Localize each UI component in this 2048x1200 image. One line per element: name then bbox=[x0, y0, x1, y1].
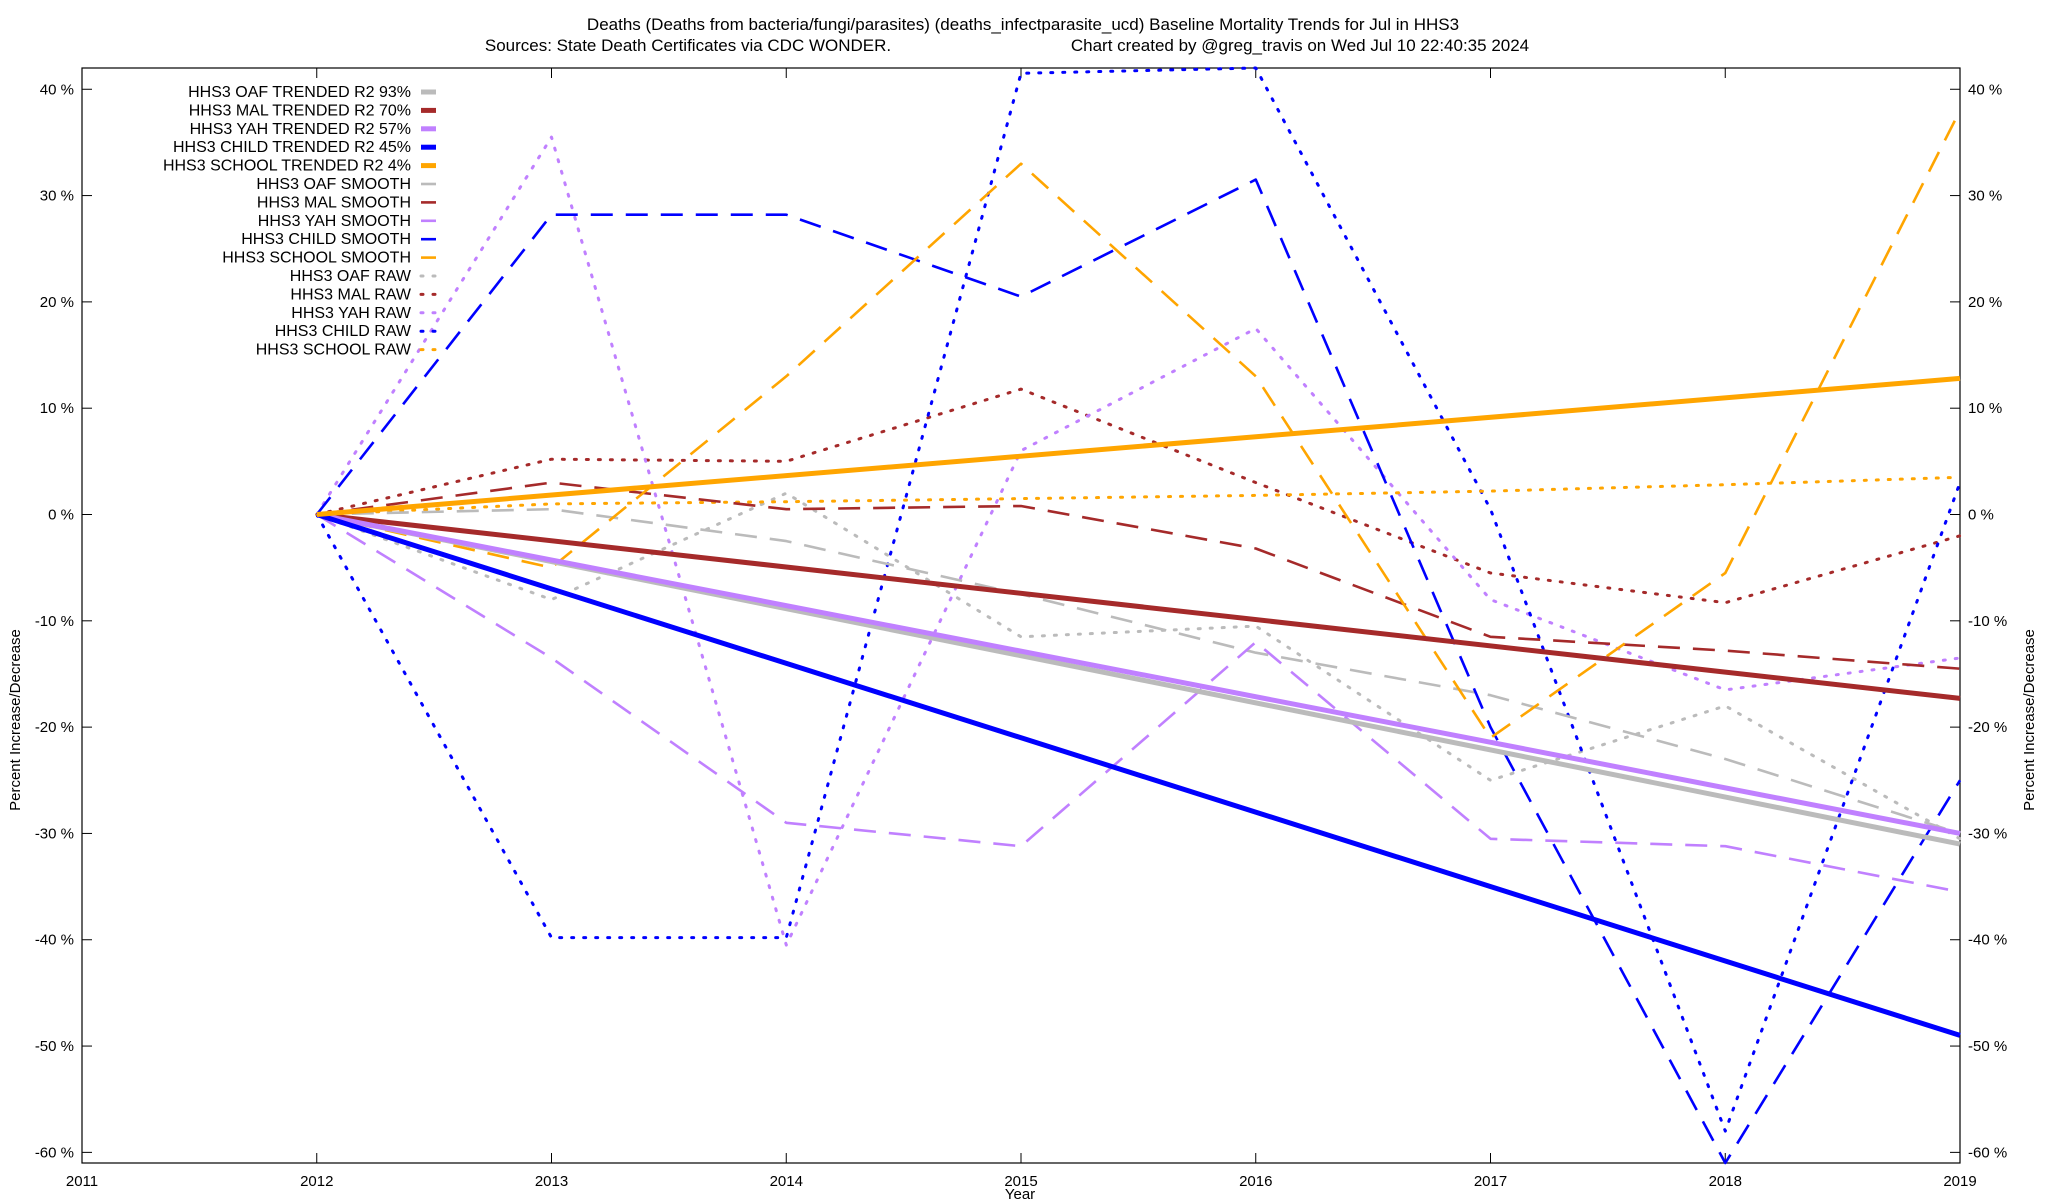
y-tick-label-left: -10 % bbox=[35, 613, 74, 630]
legend-label: HHS3 CHILD TRENDED R2 45% bbox=[173, 139, 411, 156]
x-tick-label: 2016 bbox=[1239, 1173, 1272, 1190]
y-tick-label-right: 30 % bbox=[1968, 188, 2002, 205]
series-line bbox=[316, 109, 1962, 740]
y-tick-label-right: -50 % bbox=[1968, 1038, 2007, 1055]
legend-label: HHS3 YAH RAW bbox=[291, 305, 412, 322]
x-tick-label: 2011 bbox=[66, 1173, 98, 1190]
legend-label: HHS3 SCHOOL TRENDED R2 4% bbox=[163, 158, 411, 175]
y-tick-label-left: -50 % bbox=[35, 1038, 74, 1055]
x-tick-label: 2015 bbox=[1004, 1173, 1037, 1190]
y-tick-label-right: -30 % bbox=[1968, 825, 2007, 842]
legend-label: HHS3 SCHOOL SMOOTH bbox=[222, 250, 411, 267]
legend: HHS3 OAF TRENDED R2 93%HHS3 MAL TRENDED … bbox=[163, 84, 438, 359]
chart-source: Sources: State Death Certificates via CD… bbox=[485, 36, 891, 55]
legend-label: HHS3 YAH SMOOTH bbox=[258, 213, 411, 230]
y-tick-label-right: 10 % bbox=[1968, 400, 2002, 417]
x-axis-label: Year bbox=[1005, 1186, 1035, 1200]
y-tick-label-left: 40 % bbox=[40, 81, 74, 98]
y-tick-label-right: -40 % bbox=[1968, 932, 2007, 949]
x-tick-label: 2017 bbox=[1474, 1173, 1507, 1190]
legend-label: HHS3 SCHOOL RAW bbox=[256, 342, 412, 359]
y-tick-label-right: 0 % bbox=[1968, 507, 1994, 524]
series-line bbox=[316, 512, 1961, 1038]
y-axis-label-right: Percent Increase/Decrease bbox=[2021, 629, 2038, 811]
legend-label: HHS3 OAF SMOOTH bbox=[256, 176, 411, 193]
y-axis-label-left: Percent Increase/Decrease bbox=[7, 629, 24, 811]
y-tick-label-right: -20 % bbox=[1968, 719, 2007, 736]
y-tick-label-left: 0 % bbox=[48, 507, 74, 524]
y-tick-label-right: 20 % bbox=[1968, 294, 2002, 311]
series-line bbox=[315, 491, 1962, 841]
series-line bbox=[315, 66, 1962, 1133]
series-line bbox=[316, 512, 1961, 836]
series-line bbox=[315, 178, 1962, 1165]
y-tick-label-left: 10 % bbox=[40, 400, 74, 417]
x-tick-label: 2018 bbox=[1709, 1173, 1742, 1190]
y-tick-label-left: 30 % bbox=[40, 188, 74, 205]
series-line bbox=[315, 475, 1962, 516]
legend-label: HHS3 MAL RAW bbox=[290, 286, 412, 303]
x-tick-label: 2012 bbox=[300, 1173, 333, 1190]
x-tick-label: 2019 bbox=[1943, 1173, 1976, 1190]
x-tick-label: 2013 bbox=[535, 1173, 568, 1190]
series-line bbox=[316, 513, 1961, 894]
chart-credit: Chart created by @greg_travis on Wed Jul… bbox=[1071, 36, 1529, 55]
series-line bbox=[316, 375, 1961, 517]
series-line bbox=[315, 135, 1962, 947]
y-tick-label-left: 20 % bbox=[40, 294, 74, 311]
legend-label: HHS3 MAL TRENDED R2 70% bbox=[189, 102, 411, 119]
legend-label: HHS3 CHILD SMOOTH bbox=[241, 231, 411, 248]
y-tick-label-left: -20 % bbox=[35, 719, 74, 736]
legend-label: HHS3 OAF RAW bbox=[290, 268, 412, 285]
legend-label: HHS3 YAH TRENDED R2 57% bbox=[190, 121, 411, 138]
plot-area: 2011 2012 2013 2014 2015 2016 2017 2018 2019 -60 … bbox=[35, 66, 2007, 1190]
legend-label: HHS3 OAF TRENDED R2 93% bbox=[188, 84, 411, 101]
y-tick-label-right: 40 % bbox=[1968, 81, 2002, 98]
x-tick-label: 2014 bbox=[770, 1173, 803, 1190]
series-line bbox=[316, 512, 1961, 701]
y-tick-label-left: -60 % bbox=[35, 1144, 74, 1161]
y-tick-label-right: -60 % bbox=[1968, 1144, 2007, 1161]
y-tick-label-left: -30 % bbox=[35, 825, 74, 842]
chart-title: Deaths (Deaths from bacteria/fungi/paras… bbox=[587, 15, 1459, 34]
legend-label: HHS3 MAL SMOOTH bbox=[257, 194, 411, 211]
y-tick-label-right: -10 % bbox=[1968, 613, 2007, 630]
y-tick-label-left: -40 % bbox=[35, 932, 74, 949]
legend-label: HHS3 CHILD RAW bbox=[275, 323, 412, 340]
